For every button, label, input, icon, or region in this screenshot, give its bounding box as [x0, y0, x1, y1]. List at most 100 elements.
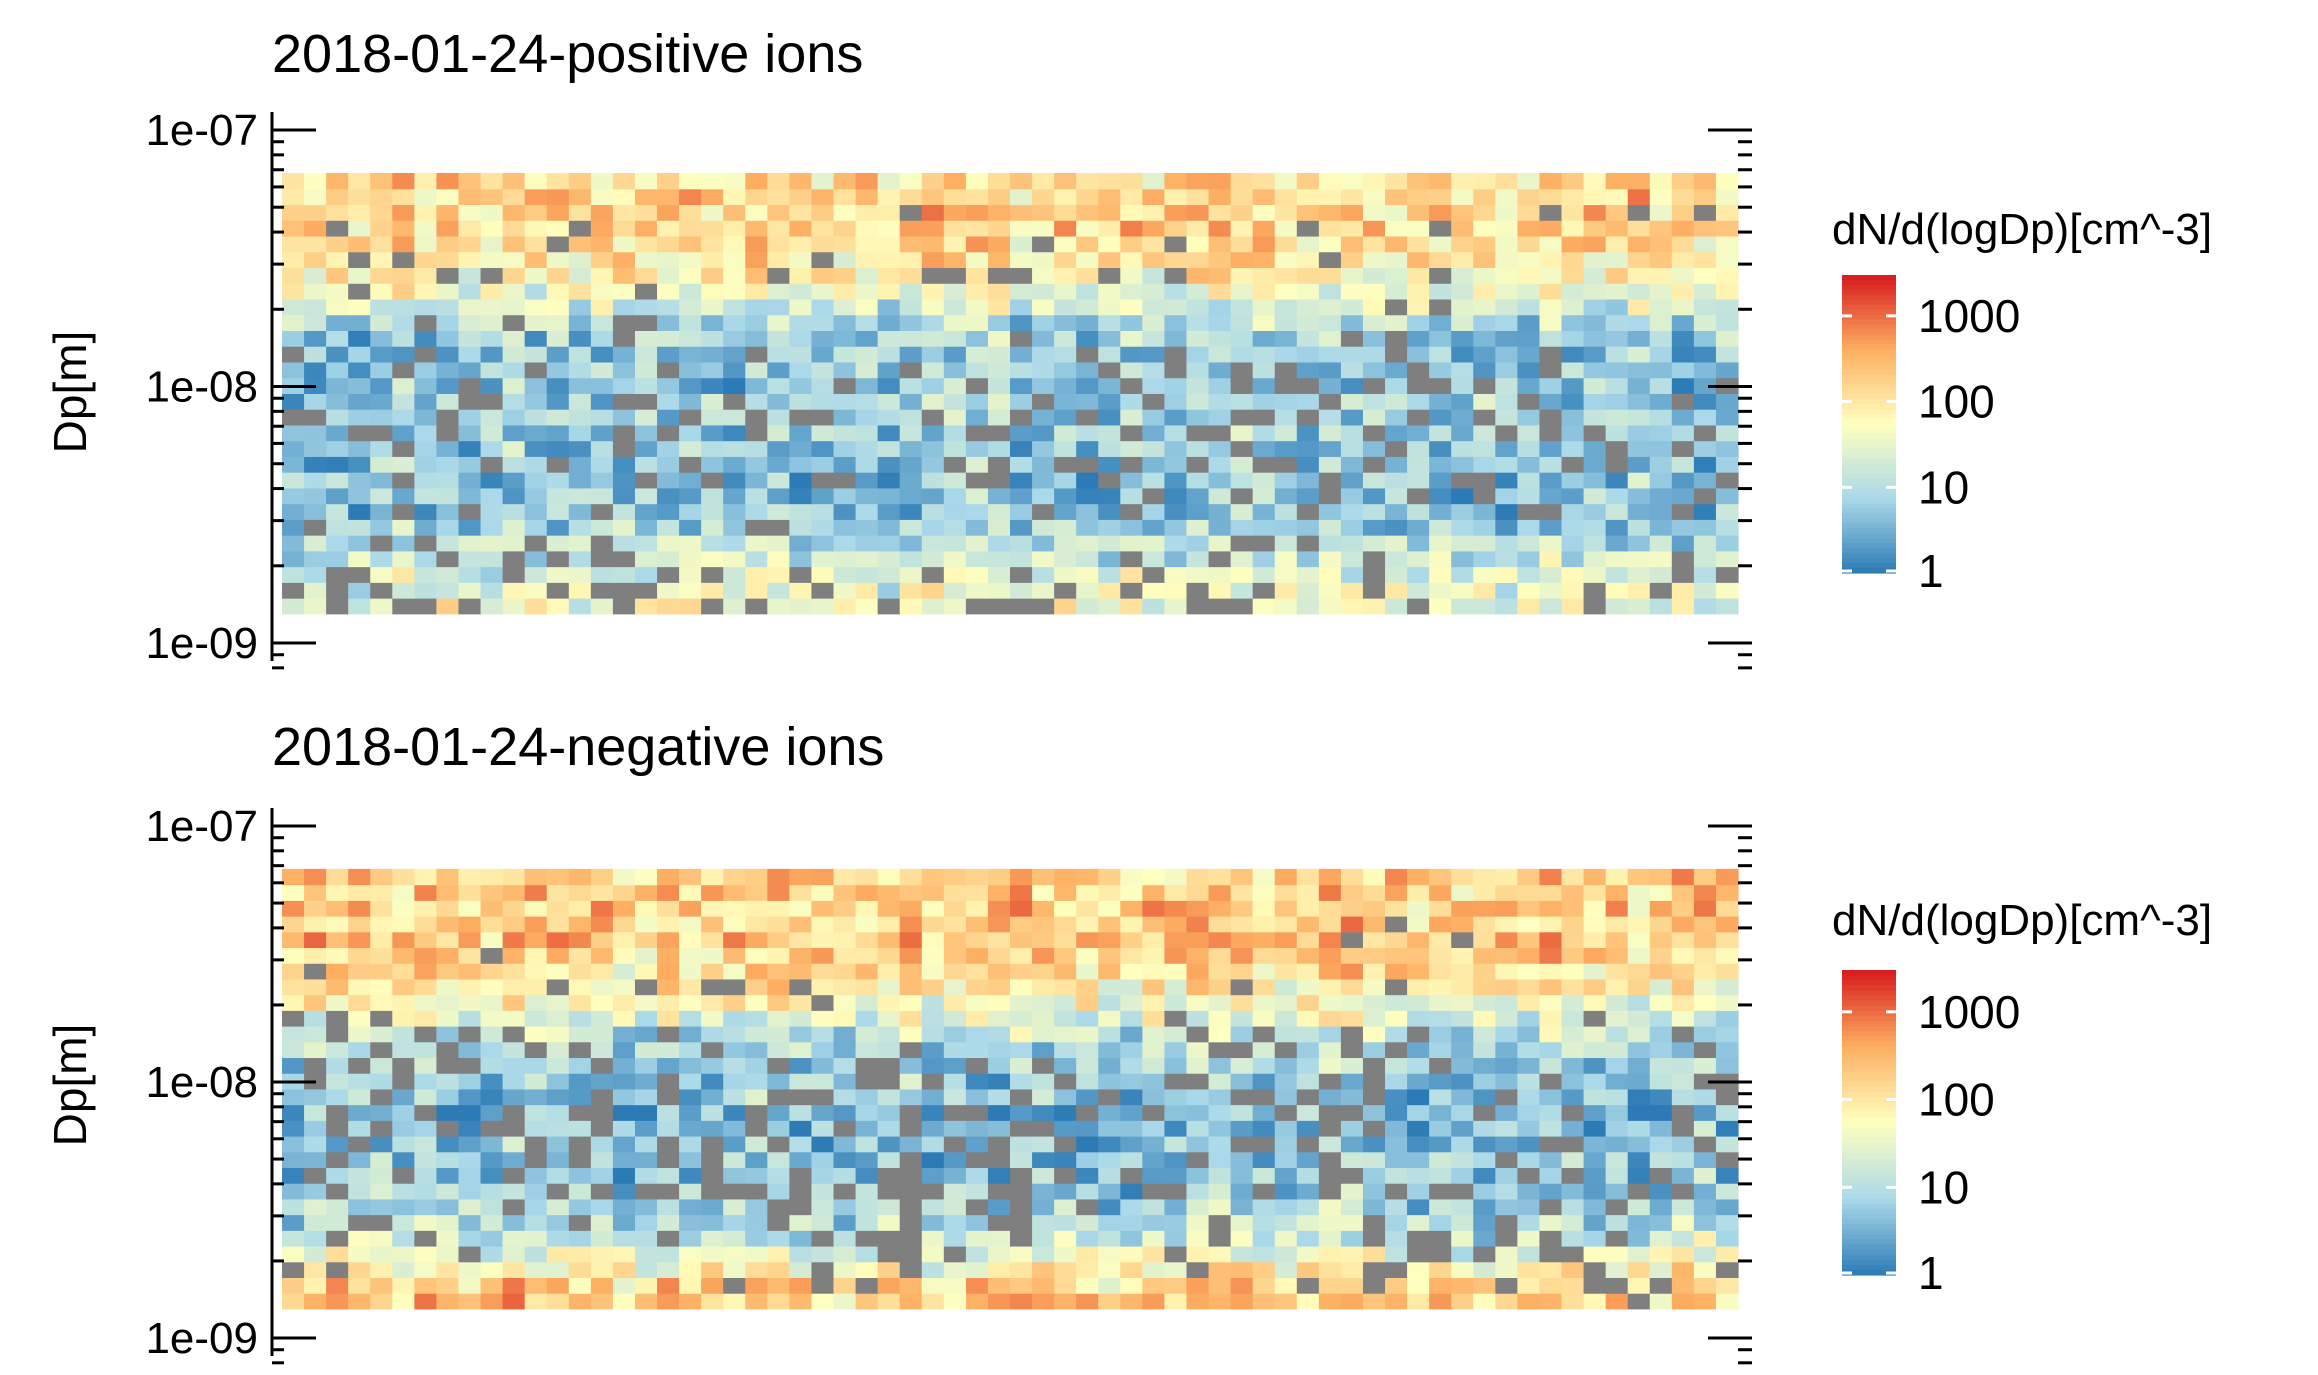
heatmap-cell: [1274, 884, 1298, 901]
heatmap-cell: [701, 1120, 724, 1137]
heatmap-cell: [1032, 1073, 1055, 1090]
heatmap-cell: [811, 487, 835, 505]
heatmap-cell: [414, 361, 438, 379]
heatmap-cell: [1252, 1230, 1276, 1247]
heatmap-cell: [1230, 978, 1254, 996]
heatmap-cell: [1495, 931, 1518, 949]
heatmap-cell: [1385, 1135, 1408, 1153]
heatmap-cell: [1407, 251, 1430, 269]
heatmap-cell: [1230, 1293, 1254, 1310]
heatmap-cell: [1318, 298, 1342, 316]
heatmap-cell: [1274, 1293, 1298, 1310]
heatmap-cell: [304, 1277, 327, 1294]
heatmap-cell: [634, 283, 658, 300]
heatmap-cell: [723, 487, 746, 505]
heatmap-cell: [1495, 1135, 1518, 1153]
heatmap-cell: [987, 1073, 1011, 1090]
heatmap-cell: [1010, 204, 1033, 221]
heatmap-cell: [1605, 456, 1629, 473]
heatmap-cell: [1120, 1293, 1143, 1310]
heatmap-cell: [458, 409, 482, 426]
heatmap-cell: [1473, 550, 1496, 568]
heatmap-cell: [723, 1104, 746, 1121]
heatmap-cell: [877, 1026, 901, 1043]
heatmap-cell: [1076, 472, 1099, 489]
heatmap-cell: [1693, 1214, 1717, 1231]
heatmap-cell: [987, 916, 1011, 933]
legend-color-step: [1842, 518, 1896, 524]
heatmap-cell: [1318, 1151, 1342, 1169]
heatmap-cell: [590, 440, 614, 457]
heatmap-cell: [612, 1198, 636, 1216]
legend-color-step: [1842, 528, 1896, 534]
heatmap-cell: [370, 963, 393, 980]
heatmap-cell: [458, 1057, 482, 1074]
heatmap-cell: [679, 868, 702, 886]
heatmap-cell: [1671, 1026, 1695, 1043]
heatmap-cell: [1340, 1120, 1364, 1137]
heatmap-cell: [1054, 440, 1077, 457]
heatmap-cell: [701, 283, 724, 300]
heatmap-cell: [1495, 172, 1518, 190]
legend-color-step: [1842, 1031, 1896, 1037]
heatmap-cell: [1076, 456, 1099, 473]
heatmap-cell: [1539, 267, 1563, 284]
heatmap-cell: [1627, 172, 1651, 190]
heatmap-cell: [877, 1010, 901, 1027]
heatmap-cell: [1649, 535, 1673, 552]
heatmap-cell: [1054, 1104, 1077, 1121]
heatmap-cell: [1429, 900, 1452, 917]
heatmap-cell: [1252, 188, 1276, 206]
heatmap-cell: [1605, 900, 1629, 917]
heatmap-cell: [1649, 298, 1673, 316]
heatmap-cell: [546, 1230, 570, 1247]
heatmap-cell: [1318, 1167, 1342, 1184]
heatmap-cell: [943, 868, 967, 886]
heatmap-cell: [1693, 503, 1717, 520]
heatmap-cell: [987, 519, 1011, 536]
heatmap-cell: [1517, 1261, 1541, 1278]
heatmap-cell: [767, 487, 790, 505]
heatmap-cell: [634, 503, 658, 520]
heatmap-cell: [855, 346, 879, 363]
heatmap-cell: [1517, 1073, 1541, 1090]
heatmap-cell: [392, 916, 415, 933]
heatmap-cell: [1407, 361, 1430, 379]
legend-color-step: [1842, 995, 1896, 1002]
heatmap-cell: [436, 1183, 460, 1200]
heatmap-cell: [634, 1073, 658, 1090]
heatmap-cell: [502, 1293, 526, 1310]
heatmap-cell: [1274, 947, 1298, 964]
heatmap-cell: [326, 204, 349, 221]
heatmap-cell: [1385, 931, 1408, 949]
heatmap-cell: [657, 884, 680, 901]
heatmap-cell: [701, 994, 724, 1011]
heatmap-cell: [745, 1214, 768, 1231]
heatmap-cell: [1208, 582, 1232, 599]
heatmap-cell: [326, 346, 349, 363]
heatmap-cell: [1230, 424, 1254, 442]
heatmap-cell: [965, 582, 989, 599]
heatmap-cell: [326, 1183, 349, 1200]
heatmap-cell: [1473, 204, 1496, 221]
heatmap-cell: [1451, 884, 1474, 901]
heatmap-cell: [480, 1183, 504, 1200]
heatmap-cell: [1010, 346, 1033, 363]
heatmap-cell: [1362, 598, 1386, 615]
heatmap-cell: [701, 963, 724, 980]
heatmap-cell: [612, 220, 636, 237]
heatmap-cell: [1252, 1261, 1276, 1278]
heatmap-cell: [723, 1293, 746, 1310]
heatmap-cell: [590, 361, 614, 379]
heatmap-cell: [833, 1183, 857, 1200]
heatmap-cell: [634, 393, 658, 410]
heatmap-cell: [370, 377, 393, 394]
heatmap-cell: [326, 916, 349, 933]
heatmap-cell: [1605, 204, 1629, 221]
legend-color-step: [1842, 1010, 1896, 1017]
heatmap-cell: [480, 409, 504, 426]
heatmap-cell: [1252, 472, 1276, 489]
heatmap-cell: [745, 550, 768, 568]
heatmap-cell: [1451, 220, 1474, 237]
heatmap-cell: [1362, 503, 1386, 520]
